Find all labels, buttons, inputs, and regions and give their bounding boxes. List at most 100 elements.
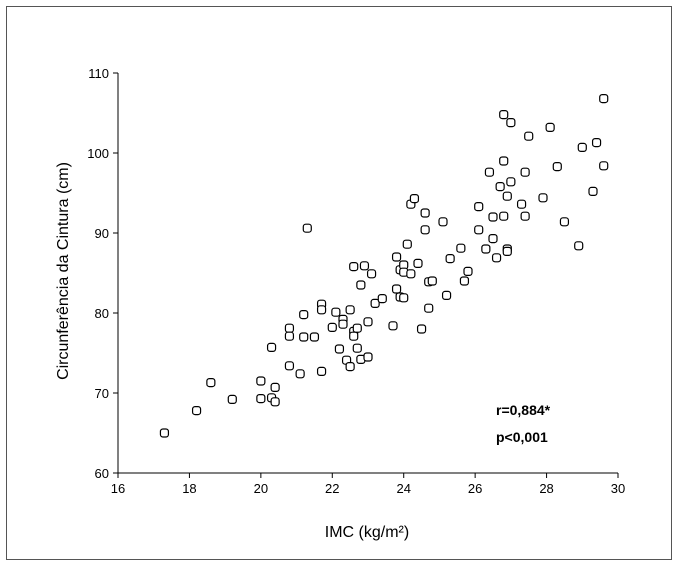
scatter-point: [366, 269, 377, 279]
scatter-point: [270, 382, 280, 392]
scatter-point: [474, 202, 484, 212]
scatter-point: [574, 241, 584, 251]
scatter-point: [456, 243, 466, 253]
scatter-point: [499, 211, 509, 221]
x-tick-label: 28: [539, 481, 553, 496]
scatter-point: [474, 225, 484, 235]
scatter-point: [577, 142, 587, 152]
scatter-point: [284, 323, 295, 333]
axes: [117, 73, 618, 474]
x-tick-label: 26: [468, 481, 482, 496]
scatter-point: [524, 131, 534, 141]
scatter-point: [488, 212, 498, 222]
scatter-point: [413, 258, 423, 268]
y-tick-label: 60: [95, 466, 109, 481]
figure-frame: [6, 6, 672, 560]
scatter-point: [256, 394, 266, 404]
scatter-point: [463, 266, 473, 276]
scatter-point: [488, 234, 498, 244]
scatter-point: [599, 93, 609, 104]
y-axis-label: Circunferência da Cintura (cm): [55, 162, 72, 380]
correlation-annotation: r=0,884*: [496, 402, 551, 418]
x-tick-label: 30: [611, 481, 625, 496]
scatter-point: [402, 239, 412, 249]
scatter-point: [484, 167, 495, 177]
scatter-point: [159, 428, 170, 438]
scatter-point: [545, 122, 555, 133]
x-tick-label: 18: [182, 481, 196, 496]
scatter-point: [441, 290, 452, 300]
y-tick-label: 80: [95, 306, 109, 321]
scatter-point: [331, 307, 341, 317]
scatter-point: [349, 262, 359, 272]
scatter-point: [499, 109, 509, 120]
scatter-point: [516, 199, 527, 209]
scatter-point: [266, 342, 277, 352]
scatter-point: [284, 331, 295, 341]
scatter-point: [356, 280, 366, 290]
y-tick-label: 100: [87, 146, 109, 161]
scatter-point: [363, 317, 373, 327]
scatter-point: [299, 332, 309, 342]
scatter-point: [345, 305, 355, 315]
scatter-point: [316, 305, 327, 315]
scatter-point: [391, 284, 402, 294]
scatter-point: [599, 161, 609, 171]
scatter-point: [591, 138, 602, 148]
scatter-point: [284, 361, 295, 371]
scatter-point: [538, 193, 548, 203]
scatter-point: [391, 252, 402, 262]
y-tick-label: 70: [95, 386, 109, 401]
x-axis-ticks: 16 18 20 22 24 26 28 30: [111, 473, 625, 496]
scatter-point: [520, 211, 530, 221]
x-axis-label: IMC (kg/m²): [325, 524, 409, 541]
scatter-point: [363, 352, 373, 362]
y-axis-ticks: 60 70 80 90 100 110: [87, 66, 118, 481]
scatter-point: [491, 253, 502, 263]
scatter-point: [295, 369, 305, 379]
scatter-point: [502, 191, 512, 201]
scatter-point: [377, 294, 387, 304]
scatter-point: [416, 324, 427, 334]
scatter-point: [359, 261, 370, 271]
scatter-point: [499, 156, 509, 166]
p-value-annotation: p<0,001: [496, 429, 548, 445]
scatter-point: [352, 343, 362, 353]
scatter-point: [406, 269, 416, 279]
scatter-point: [459, 276, 470, 286]
scatter-point: [338, 319, 348, 329]
x-tick-label: 16: [111, 481, 125, 496]
x-tick-label: 20: [254, 481, 268, 496]
scatter-point: [191, 406, 202, 416]
scatter-point: [227, 394, 237, 404]
scatter-point: [370, 298, 380, 308]
scatter-point: [506, 177, 516, 187]
scatter-point: [409, 194, 420, 204]
scatter-point: [302, 223, 312, 233]
scatter-point: [206, 378, 216, 388]
scatter-point: [345, 362, 355, 372]
scatter-point: [438, 217, 448, 227]
scatter-point: [559, 217, 570, 227]
y-tick-label: 90: [95, 226, 109, 241]
scatter-point: [424, 303, 434, 313]
scatter-point: [481, 244, 491, 254]
data-points: [159, 93, 609, 438]
scatter-point: [388, 321, 398, 331]
scatter-point: [427, 276, 437, 286]
scatter-point: [588, 186, 598, 196]
x-tick-label: 24: [396, 481, 410, 496]
scatter-point: [299, 310, 309, 320]
scatter-point: [352, 323, 362, 333]
scatter-point: [334, 344, 345, 354]
scatter-point: [420, 208, 430, 218]
y-tick-label: 110: [88, 66, 109, 81]
scatter-point: [445, 254, 455, 264]
scatter-point: [506, 117, 516, 128]
scatter-point: [502, 246, 512, 256]
scatter-point: [399, 293, 409, 303]
scatter-point: [349, 331, 359, 341]
scatter-point: [256, 376, 266, 386]
scatter-point: [270, 397, 280, 407]
